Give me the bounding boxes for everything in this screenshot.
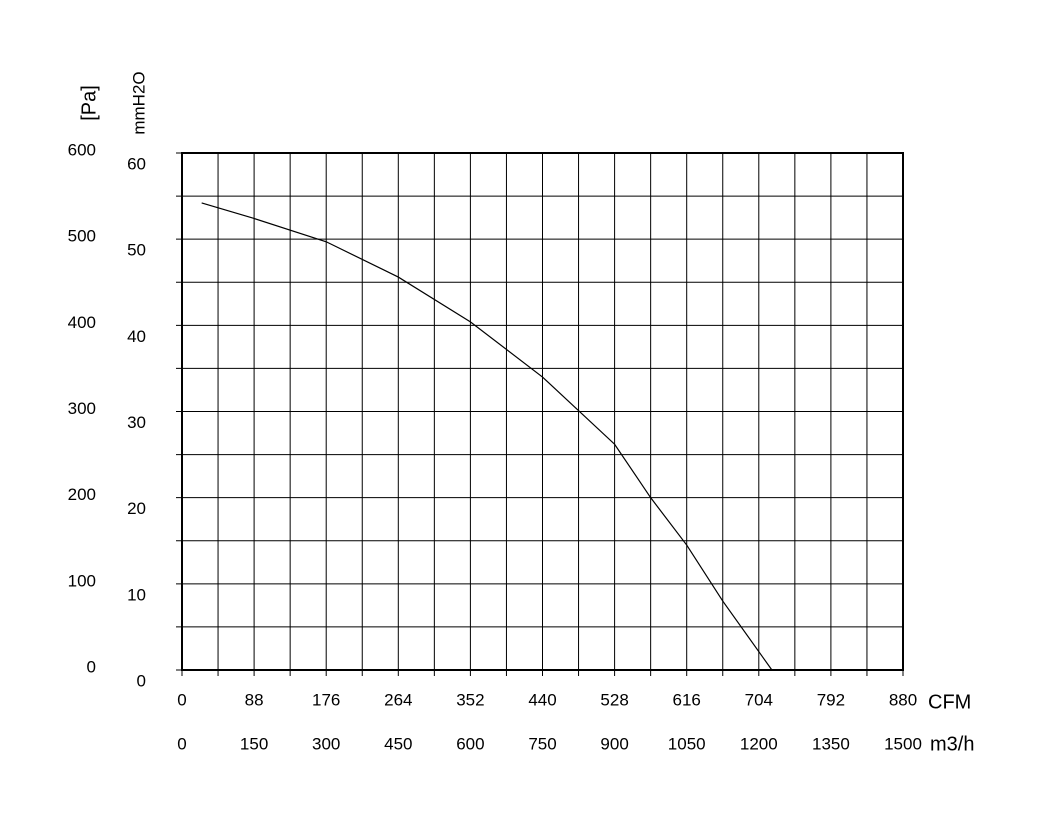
x2-tick-label: 750	[528, 734, 556, 753]
plot-frame	[181, 152, 904, 671]
y-tick-label: 500	[68, 227, 96, 246]
x-tick-label: 616	[673, 690, 701, 709]
x-tick-label: 440	[528, 690, 556, 709]
y-tick-label: 400	[68, 313, 96, 332]
x-tick-label: 352	[456, 690, 484, 709]
x2-tick-label: 450	[384, 734, 412, 753]
x2-tick-label: 300	[312, 734, 340, 753]
y-tick-label: 100	[68, 571, 96, 590]
x-tick-label: 528	[600, 690, 628, 709]
y-tick-label: 300	[68, 399, 96, 418]
x-tick-label: 880	[889, 690, 917, 709]
y-tick-label: 0	[87, 657, 96, 676]
x2-tick-label: 900	[600, 734, 628, 753]
x2-tick-label: 1200	[740, 734, 778, 753]
y2-tick-label: 50	[127, 241, 146, 260]
x-tick-label: 88	[245, 690, 264, 709]
y-tick-label: 600	[68, 140, 96, 159]
y2-tick-label: 60	[127, 154, 146, 173]
x2-tick-label: 600	[456, 734, 484, 753]
x2-tick-label: 1050	[668, 734, 706, 753]
x2-tick-label: 1350	[812, 734, 850, 753]
x2-tick-label: 1500	[884, 734, 922, 753]
x-tick-label: 792	[817, 690, 845, 709]
y2-tick-label: 30	[127, 413, 146, 432]
y2-axis-label: mmH2O	[129, 71, 148, 134]
x-tick-label: 704	[745, 690, 773, 709]
x-axis-label: CFM	[928, 691, 971, 713]
x-tick-label: 264	[384, 690, 412, 709]
x2-tick-label: 150	[240, 734, 268, 753]
y2-tick-label: 20	[127, 499, 146, 518]
x2-tick-label: 0	[177, 734, 186, 753]
x2-axis-label: m3/h	[930, 733, 974, 755]
y-tick-label: 200	[68, 485, 96, 504]
x-tick-label: 0	[177, 690, 186, 709]
y2-tick-label: 0	[137, 671, 146, 690]
y2-tick-label: 40	[127, 327, 146, 346]
x-tick-label: 176	[312, 690, 340, 709]
y2-tick-label: 10	[127, 585, 146, 604]
curve	[201, 202, 773, 671]
y-axis-label: [Pa]	[78, 85, 100, 121]
